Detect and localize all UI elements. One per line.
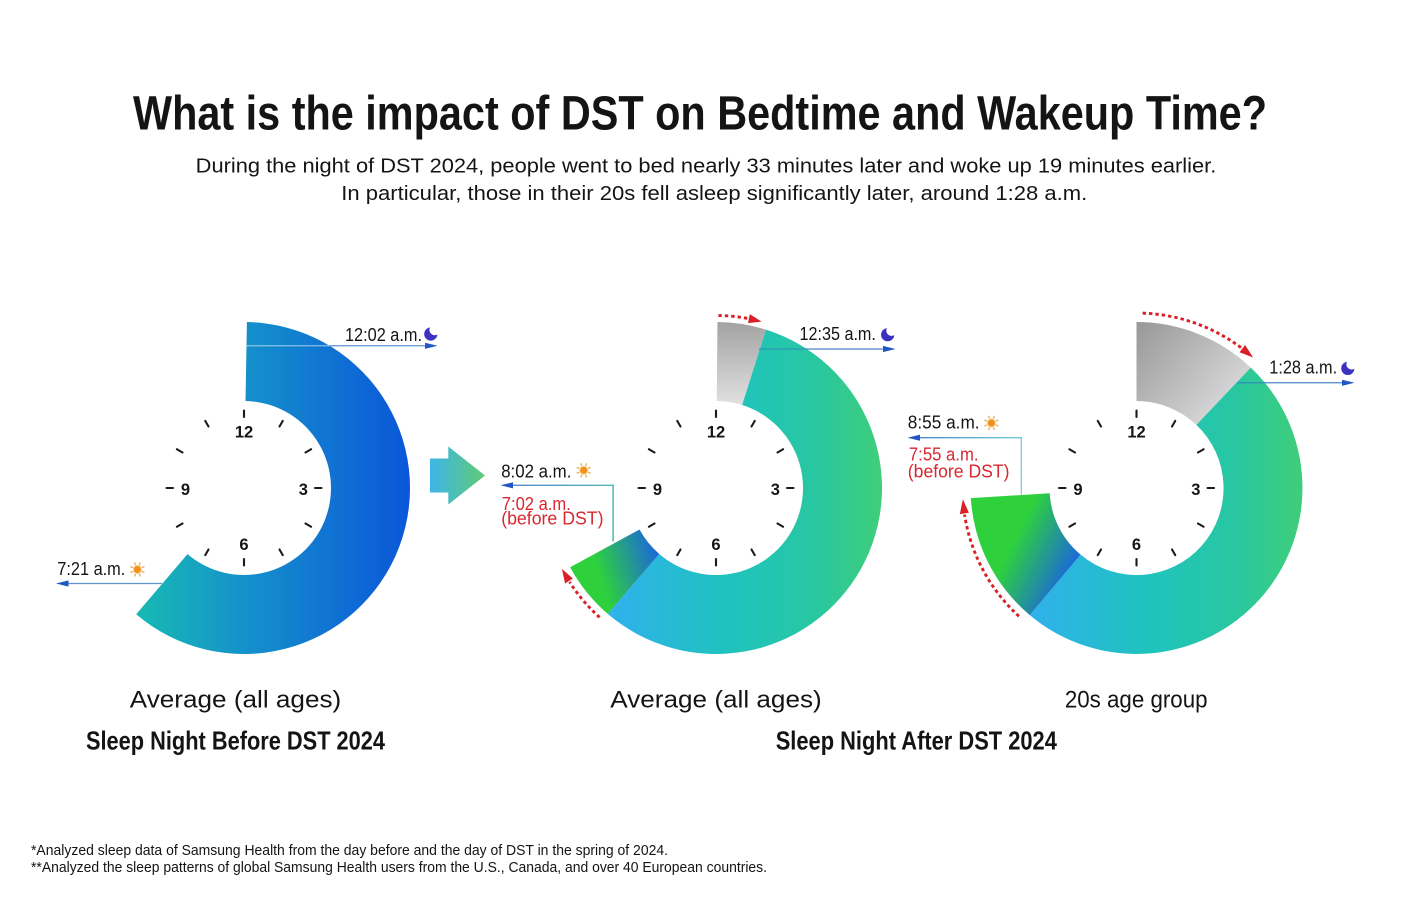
svg-text:9: 9: [1073, 481, 1082, 499]
svg-text:What is the impact of DST on B: What is the impact of DST on Bedtime and…: [133, 87, 1267, 140]
svg-text:12: 12: [707, 423, 725, 441]
svg-text:7:55 a.m.: 7:55 a.m.: [909, 445, 979, 465]
svg-text:12: 12: [1127, 423, 1145, 441]
svg-text:12: 12: [235, 423, 253, 441]
svg-text:7:02 a.m.: 7:02 a.m.: [502, 494, 571, 514]
svg-text:Average (all ages): Average (all ages): [610, 686, 822, 713]
svg-text:*Analyzed sleep data of Samsun: *Analyzed sleep data of Samsung Health f…: [31, 843, 668, 859]
svg-text:3: 3: [1191, 481, 1200, 499]
svg-text:(before DST): (before DST): [501, 508, 603, 528]
svg-text:1:28 a.m.: 1:28 a.m.: [1269, 358, 1337, 378]
svg-text:6: 6: [239, 536, 248, 554]
svg-text:**Analyzed the sleep patterns: **Analyzed the sleep patterns of global …: [31, 860, 767, 876]
svg-text:(before DST): (before DST): [908, 462, 1010, 482]
svg-text:6: 6: [1132, 536, 1141, 554]
svg-text:12:02 a.m.: 12:02 a.m.: [345, 325, 422, 345]
svg-text:Sleep Night After DST 2024: Sleep Night After DST 2024: [776, 725, 1058, 755]
svg-text:3: 3: [299, 481, 308, 499]
svg-text:6: 6: [711, 536, 720, 554]
svg-text:12:35 a.m.: 12:35 a.m.: [800, 324, 876, 344]
svg-text:3: 3: [771, 481, 780, 499]
svg-text:9: 9: [181, 481, 190, 499]
svg-text:9: 9: [653, 481, 662, 499]
svg-text:8:02 a.m.: 8:02 a.m.: [501, 461, 571, 481]
svg-text:In particular, those in their: In particular, those in their 20s fell a…: [341, 183, 1087, 205]
svg-text:20s age group: 20s age group: [1065, 686, 1208, 713]
svg-text:Sleep Night Before DST 2024: Sleep Night Before DST 2024: [86, 725, 386, 755]
svg-text:During the night of DST 2024,: During the night of DST 2024, people wen…: [196, 155, 1217, 177]
svg-text:8:55 a.m.: 8:55 a.m.: [908, 413, 980, 433]
svg-text:7:21 a.m.: 7:21 a.m.: [57, 559, 125, 579]
svg-text:Average (all ages): Average (all ages): [130, 686, 342, 713]
